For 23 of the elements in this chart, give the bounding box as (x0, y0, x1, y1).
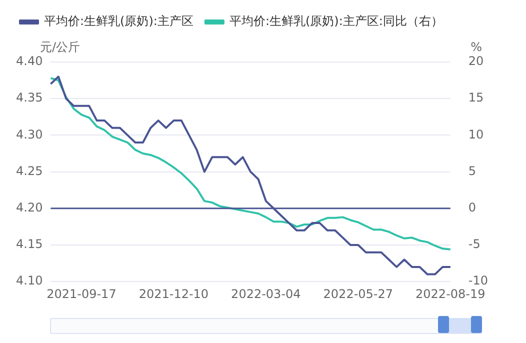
y2-tick-label: 15 (468, 90, 484, 105)
y-tick-label: 4.30 (16, 127, 43, 142)
y-tick-label: 4.15 (16, 237, 43, 252)
y-tick-label: 4.25 (16, 164, 43, 178)
y2-tick-label: 20 (468, 54, 484, 68)
y2-tick-label: 10 (468, 127, 484, 142)
y-tick-label: 4.20 (16, 200, 43, 215)
y-tick-label: 4.10 (16, 274, 43, 288)
legend-label: 平均价:生鲜乳(原奶):主产区 (44, 14, 194, 28)
legend-label: 平均价:生鲜乳(原奶):主产区:同比（右） (229, 14, 443, 28)
x-tick-label: 2022-05-27 (323, 286, 394, 301)
x-tick-label: 2021-12-10 (138, 286, 209, 301)
y2-tick-label: 5 (468, 164, 476, 178)
y2-tick-label: -10 (468, 274, 488, 288)
x-tick-label: 2022-03-04 (231, 286, 301, 301)
x-tick-label: 2021-09-17 (46, 286, 116, 301)
y2-axis-title: % (470, 40, 482, 54)
y-tick-label: 4.35 (16, 90, 43, 105)
y2-tick-label: -5 (468, 237, 480, 252)
y2-tick-label: 0 (468, 200, 476, 215)
y-axis-title: 元/公斤 (40, 40, 80, 54)
y-tick-label: 4.40 (16, 54, 43, 68)
x-tick-label: 2022-08-19 (416, 286, 486, 301)
